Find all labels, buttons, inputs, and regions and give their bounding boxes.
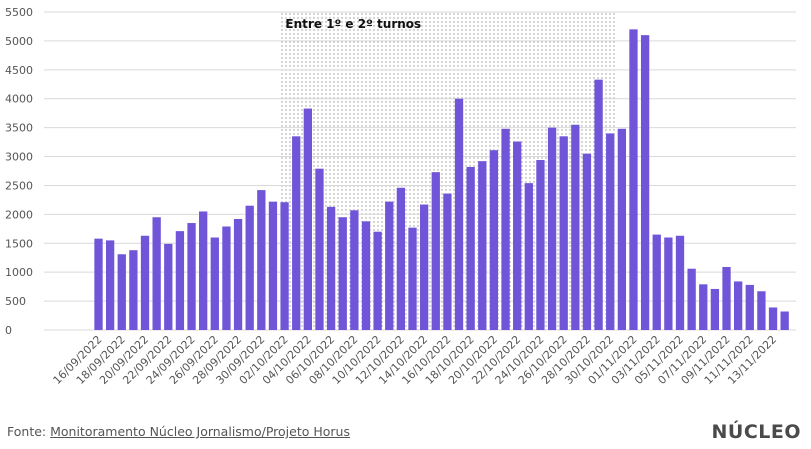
bar: [257, 190, 266, 330]
bar: [478, 161, 487, 330]
bar: [768, 307, 778, 330]
bar: [710, 288, 720, 330]
bar: [664, 237, 673, 330]
bar: [187, 223, 196, 330]
source-prefix: Fonte:: [7, 424, 51, 439]
bar: [315, 168, 324, 330]
bar: [757, 291, 766, 330]
bar: [233, 218, 243, 330]
bar: [385, 201, 394, 330]
bar: [164, 243, 173, 330]
bar: [640, 35, 650, 331]
bar: [734, 281, 743, 330]
bar: [210, 237, 219, 330]
bar: [582, 153, 592, 330]
bar: [199, 211, 208, 330]
bar: [292, 136, 301, 330]
bar: [594, 79, 603, 330]
bar: [629, 29, 638, 330]
bar: [513, 141, 522, 330]
bar: [606, 133, 615, 330]
bar: [117, 254, 126, 330]
y-tick-label: 3000: [5, 151, 33, 164]
source-link[interactable]: Monitoramento Núcleo Jornalismo/Projeto …: [50, 424, 350, 439]
bar: [408, 227, 417, 330]
y-tick-label: 500: [5, 295, 26, 308]
bar: [396, 187, 406, 330]
bar: [652, 234, 661, 330]
bar: [675, 235, 685, 330]
bar: [361, 221, 371, 330]
y-tick-label: 4500: [5, 64, 33, 77]
y-tick-label: 4000: [5, 93, 33, 106]
bar: [489, 150, 499, 330]
bar: [745, 284, 754, 330]
y-tick-label: 1000: [5, 266, 33, 279]
bar: [338, 217, 347, 330]
source-note: Fonte: Monitoramento Núcleo Jornalismo/P…: [7, 424, 350, 439]
bar: [547, 127, 557, 331]
y-tick-label: 2500: [5, 179, 33, 192]
bar: [245, 205, 254, 330]
nucleo-logo: NÚCLEO: [711, 421, 801, 443]
bar: [222, 226, 231, 330]
bar: [780, 311, 789, 330]
bar: [617, 128, 626, 330]
bar: [454, 98, 464, 331]
y-tick-label: 3500: [5, 122, 33, 135]
y-tick-label: 2000: [5, 208, 33, 221]
between-rounds-annotation: Entre 1º e 2º turnos: [285, 17, 421, 31]
bar: [722, 266, 731, 330]
bar: [105, 240, 115, 330]
bar: [140, 235, 150, 330]
bar: [571, 124, 580, 330]
bar: [373, 231, 382, 330]
bar: [175, 231, 185, 330]
bar: [419, 204, 429, 330]
y-tick-label: 5000: [5, 35, 33, 48]
bar: [268, 201, 278, 330]
bar: [524, 183, 533, 330]
bar: [326, 206, 336, 330]
y-tick-label: 0: [5, 324, 12, 337]
bar: [687, 268, 696, 330]
bar: [699, 284, 708, 330]
bar: [559, 136, 568, 330]
bar: [501, 128, 510, 330]
y-tick-label: 5500: [5, 6, 33, 19]
bar: [280, 202, 289, 330]
bar: [94, 238, 103, 330]
bar: [303, 108, 312, 330]
y-tick-label: 1500: [5, 237, 33, 250]
bar: [466, 166, 475, 330]
bar: [443, 193, 452, 330]
bar: [536, 160, 545, 330]
bar: [350, 210, 359, 330]
bar: [431, 172, 440, 330]
bar: [129, 250, 138, 330]
bar: [152, 217, 161, 330]
